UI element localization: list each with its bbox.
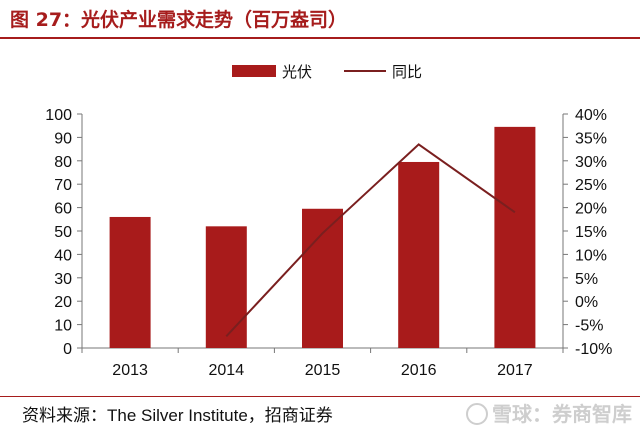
y-tick-label: 40 [54, 247, 72, 264]
yoy-line [225, 143, 516, 337]
y2-tick-label: 15% [575, 224, 607, 241]
x-tick-label: 2013 [112, 362, 148, 379]
y-tick-label: 60 [54, 201, 72, 218]
y-tick-label: 80 [54, 154, 72, 171]
legend-bar-label: 光伏 [282, 64, 312, 81]
y-tick-label: 90 [54, 130, 72, 147]
source-note: 资料来源：The Silver Institute，招商证券 [22, 401, 333, 426]
bar [109, 216, 151, 348]
y2-tick-label: 10% [575, 247, 607, 264]
chart: 光伏 同比 0 10 20 30 40 50 60 70 80 90 100 -10% -5% 0% 5% 1… [45, 64, 612, 379]
x-tick-label: 2016 [401, 362, 437, 379]
yoy-line-path [225, 143, 516, 337]
watermark-text: 雪球：券商智库 [492, 402, 632, 426]
source-institution: The Silver Institute [107, 406, 248, 425]
source-prefix: 资料来源： [22, 406, 107, 426]
x-tick-label: 2017 [497, 362, 533, 379]
y-tick-label: 50 [54, 224, 72, 241]
footer-rule [0, 396, 640, 397]
bars [109, 126, 536, 349]
y-tick-label: 10 [54, 318, 72, 335]
bar [494, 126, 536, 349]
title-rule [0, 37, 640, 39]
y-tick-label: 20 [54, 294, 72, 311]
source-suffix: ，招商证券 [247, 406, 333, 426]
y2-tick-label: 20% [575, 201, 607, 218]
legend: 光伏 同比 [232, 64, 422, 81]
y2-tick-label: 25% [575, 177, 607, 194]
axes: 0 10 20 30 40 50 60 70 80 90 100 -10% -5% 0% 5% 10% 15% 2… [45, 107, 612, 379]
watermark: 雪球：券商智库 [466, 398, 632, 427]
y2-tick-label: 0% [575, 294, 598, 311]
y2-tick-label: -10% [575, 341, 612, 358]
legend-line-label: 同比 [392, 64, 422, 81]
legend-bar-swatch [232, 65, 276, 77]
snowball-logo-icon [466, 403, 488, 425]
bar [302, 208, 343, 348]
y2-tick-label: 40% [575, 107, 607, 124]
y2-tick-label: -5% [575, 318, 603, 335]
bar [398, 161, 440, 348]
y2-tick-label: 35% [575, 130, 607, 147]
chart-title: 图 27：光伏产业需求走势（百万盎司） [10, 9, 348, 31]
y2-tick-label: 30% [575, 154, 607, 171]
y2-tick-label: 5% [575, 271, 598, 288]
bar [205, 226, 247, 348]
y-tick-label: 30 [54, 271, 72, 288]
x-tick-label: 2015 [305, 362, 341, 379]
y-tick-label: 100 [45, 107, 72, 124]
x-tick-label: 2014 [209, 362, 245, 379]
y-tick-label: 70 [54, 177, 72, 194]
y-tick-label: 0 [63, 341, 72, 358]
